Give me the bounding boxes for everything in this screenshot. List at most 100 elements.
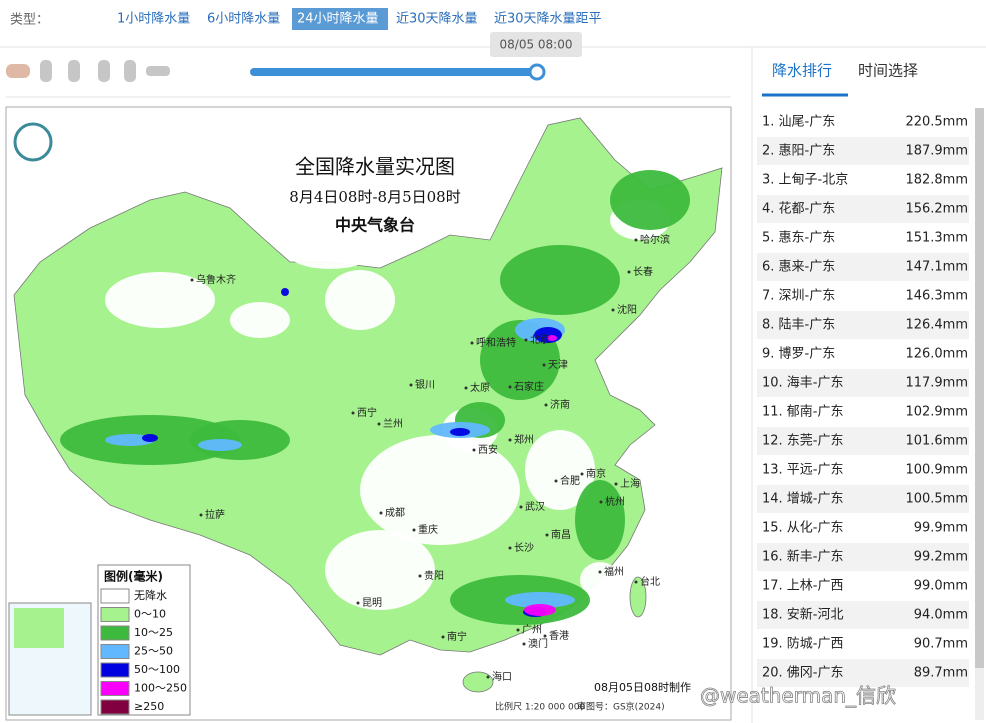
city-dot bbox=[519, 505, 523, 509]
city-dot bbox=[190, 278, 194, 282]
rain-area bbox=[505, 592, 575, 608]
rank-name: 15. 从化-广东 bbox=[762, 521, 844, 536]
rain-area bbox=[325, 270, 395, 330]
rank-value: 99.9mm bbox=[914, 521, 968, 536]
rank-row[interactable] bbox=[757, 137, 969, 165]
map-scale: 比例尺 1:20 000 000 bbox=[495, 701, 585, 713]
city-dot bbox=[199, 513, 203, 517]
rank-value: 187.9mm bbox=[905, 144, 968, 159]
emblem bbox=[13, 122, 53, 162]
rain-area bbox=[450, 428, 470, 436]
city-dot bbox=[409, 383, 413, 387]
city-dot bbox=[634, 238, 638, 242]
legend-swatch bbox=[100, 699, 130, 715]
city-dot bbox=[508, 385, 512, 389]
rank-name: 20. 佛冈-广东 bbox=[762, 666, 844, 681]
rank-row[interactable] bbox=[757, 659, 969, 687]
blurred-icons bbox=[6, 60, 170, 82]
rank-row[interactable] bbox=[757, 311, 969, 339]
rank-row[interactable] bbox=[757, 282, 969, 310]
legend-label: 25～50 bbox=[134, 645, 173, 658]
rank-value: 147.1mm bbox=[905, 260, 968, 275]
rank-value: 126.4mm bbox=[905, 318, 968, 333]
city-dot bbox=[508, 438, 512, 442]
rank-row[interactable] bbox=[757, 427, 969, 455]
rain-area bbox=[105, 272, 215, 328]
rank-row[interactable] bbox=[757, 572, 969, 600]
rank-value: 99.0mm bbox=[914, 579, 968, 594]
city-label: 澳门 bbox=[528, 637, 548, 650]
rank-row[interactable] bbox=[757, 543, 969, 571]
legend-label: 100～250 bbox=[134, 682, 187, 695]
city-label: 广州 bbox=[522, 624, 542, 636]
map-title: 全国降水量实况图 bbox=[295, 155, 455, 179]
city-dot bbox=[508, 546, 512, 550]
rank-name: 10. 海丰-广东 bbox=[762, 376, 844, 391]
tab-active-bg bbox=[292, 8, 388, 30]
city-dot bbox=[614, 482, 618, 486]
city-label: 沈阳 bbox=[617, 303, 637, 316]
panel-tab[interactable]: 时间选择 bbox=[858, 62, 918, 80]
city-label: 石家庄 bbox=[514, 380, 544, 393]
rain-area bbox=[580, 562, 620, 598]
rank-value: 102.9mm bbox=[905, 405, 968, 420]
rain-area bbox=[142, 434, 158, 442]
type-tab[interactable]: 近30天降水量距平 bbox=[494, 12, 602, 27]
city-label: 乌鲁木齐 bbox=[196, 273, 236, 286]
rank-row[interactable] bbox=[757, 195, 969, 223]
city-label: 银川 bbox=[415, 378, 435, 391]
scrollbar-thumb[interactable] bbox=[975, 108, 984, 668]
map-period: 8月4日08时-8月5日08时 bbox=[289, 188, 460, 206]
city-label: 太原 bbox=[470, 381, 490, 394]
rank-row[interactable] bbox=[757, 340, 969, 368]
slider-knob[interactable] bbox=[528, 63, 546, 81]
city-label: 合肥 bbox=[560, 474, 580, 487]
type-tab[interactable]: 6小时降水量 bbox=[207, 12, 280, 27]
city-label: 南昌 bbox=[551, 528, 571, 541]
city-dot bbox=[522, 642, 526, 646]
rank-row[interactable] bbox=[757, 601, 969, 629]
rain-area bbox=[575, 480, 625, 560]
city-dot bbox=[580, 472, 584, 476]
rank-name: 7. 深圳-广东 bbox=[762, 289, 835, 304]
city-dot bbox=[611, 308, 615, 312]
city-dot bbox=[356, 601, 360, 605]
type-tab[interactable]: 近30天降水量 bbox=[396, 12, 478, 27]
city-label: 香港 bbox=[549, 630, 569, 642]
legend-label: ≥250 bbox=[134, 700, 164, 713]
city-label: 武汉 bbox=[525, 500, 545, 513]
rank-row[interactable] bbox=[757, 398, 969, 426]
city-dot bbox=[441, 635, 445, 639]
type-tab[interactable]: 1小时降水量 bbox=[117, 12, 190, 27]
rank-row[interactable] bbox=[757, 630, 969, 658]
rank-row[interactable] bbox=[757, 369, 969, 397]
rank-row[interactable] bbox=[757, 514, 969, 542]
rank-name: 11. 郁南-广东 bbox=[762, 404, 844, 420]
city-dot bbox=[486, 675, 490, 679]
rank-row[interactable] bbox=[757, 166, 969, 194]
rain-area bbox=[547, 335, 557, 341]
city-dot bbox=[418, 574, 422, 578]
map-approval: 审图号：GS京(2024) bbox=[577, 701, 665, 713]
rank-name: 6. 惠来-广东 bbox=[762, 260, 835, 275]
slider-track bbox=[250, 68, 537, 76]
city-dot bbox=[379, 511, 383, 515]
rank-row[interactable] bbox=[757, 108, 969, 136]
city-label: 昆明 bbox=[362, 597, 382, 609]
rain-area bbox=[198, 439, 242, 451]
rank-value: 146.3mm bbox=[905, 289, 968, 304]
panel-tab[interactable]: 降水排行 bbox=[772, 62, 832, 80]
rank-row[interactable] bbox=[757, 224, 969, 252]
rank-row[interactable] bbox=[757, 253, 969, 281]
rank-row[interactable] bbox=[757, 456, 969, 484]
type-tab[interactable]: 24小时降水量 bbox=[297, 12, 379, 27]
rain-area bbox=[190, 420, 290, 460]
legend-label: 0～10 bbox=[134, 608, 166, 621]
rank-row[interactable] bbox=[757, 485, 969, 513]
legend-swatch bbox=[100, 681, 130, 696]
rain-area bbox=[360, 435, 520, 545]
rank-value: 151.3mm bbox=[905, 231, 968, 246]
city-dot bbox=[634, 580, 638, 584]
rank-name: 8. 陆丰-广东 bbox=[762, 317, 835, 333]
